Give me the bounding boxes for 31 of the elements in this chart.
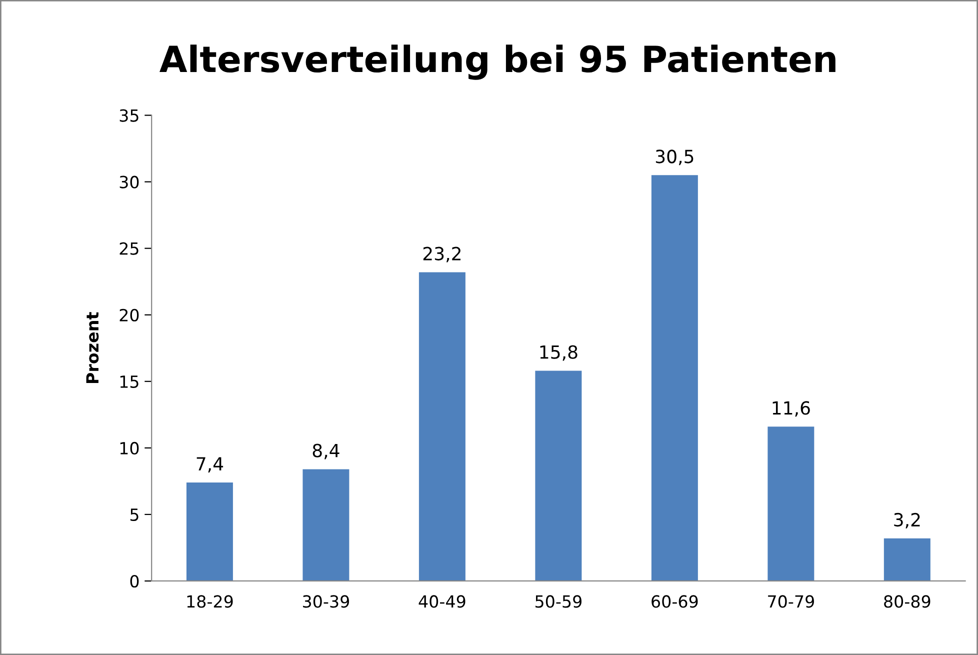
data-label: 30,5 (656, 150, 694, 166)
bar (884, 538, 930, 581)
y-axis-title: Prozent (86, 312, 99, 383)
y-tick-label: 15 (120, 376, 138, 388)
data-label: 8,4 (312, 444, 340, 460)
bar (418, 272, 466, 581)
x-tick-label: 70-79 (768, 595, 814, 608)
x-tick-label: 18-29 (187, 595, 233, 608)
data-label: 15,8 (540, 345, 578, 361)
data-label: 11,6 (772, 401, 810, 417)
x-tick-label: 50-59 (536, 595, 582, 608)
bar (535, 370, 582, 581)
x-tick-label: 80-89 (884, 595, 930, 608)
bar (186, 482, 233, 581)
y-tick-label: 35 (120, 109, 138, 122)
y-tick-label: 20 (120, 308, 139, 322)
data-label: 23,2 (423, 246, 460, 262)
y-tick-label: 5 (130, 508, 138, 522)
data-label: 3,2 (894, 512, 920, 528)
y-tick-label: 25 (120, 242, 138, 255)
bar (768, 426, 814, 581)
chart-title: Altersverteilung bei 95 Patienten (160, 44, 836, 80)
y-tick-label: 10 (120, 442, 139, 454)
x-tick-label: 30-39 (303, 595, 349, 608)
data-label: 7,4 (196, 457, 224, 473)
bar (302, 469, 350, 581)
x-tick-label: 40-49 (418, 595, 466, 608)
bar (651, 175, 698, 581)
x-tick-label: 60-69 (652, 595, 698, 608)
y-tick-label: 0 (130, 574, 139, 588)
y-tick-label: 30 (120, 176, 139, 188)
